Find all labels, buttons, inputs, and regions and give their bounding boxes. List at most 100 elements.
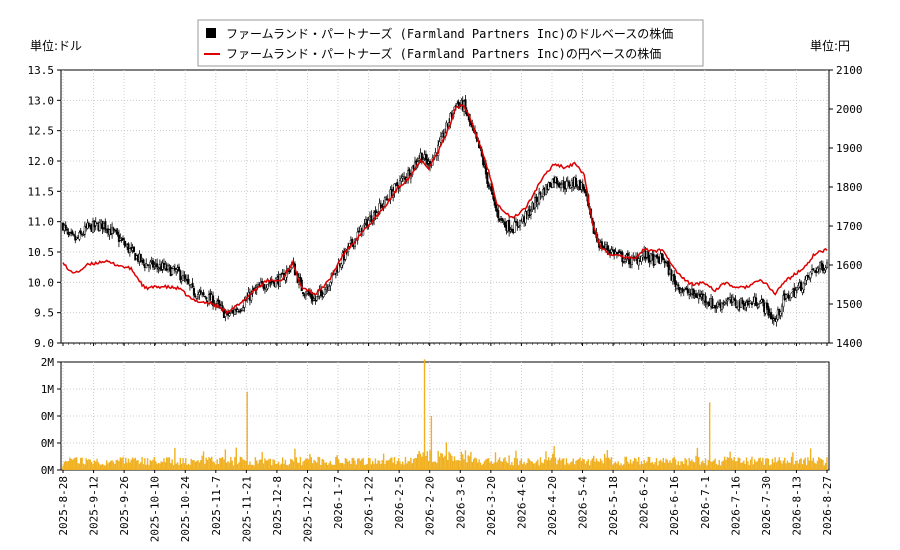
- volume-bar: [206, 459, 209, 470]
- volume-bar: [670, 462, 673, 470]
- volume-bar: [438, 456, 441, 470]
- volume-bar: [313, 459, 315, 470]
- volume-bar: [105, 460, 108, 470]
- candle-body: [692, 288, 695, 296]
- volume-bar: [733, 457, 735, 470]
- volume-bar: [741, 462, 744, 470]
- volume-bar: [291, 459, 293, 470]
- volume-bar: [146, 458, 149, 470]
- volume-bar: [680, 461, 682, 470]
- volume-bar: [363, 465, 366, 470]
- date-tick-label: 2025-8-28: [57, 476, 70, 536]
- volume-bar: [569, 462, 572, 470]
- volume-bar: [531, 461, 534, 470]
- candle-body: [497, 210, 500, 219]
- candle-body: [513, 221, 516, 233]
- volume-bar: [411, 463, 413, 470]
- volume-bar: [412, 458, 415, 470]
- volume-bar: [674, 459, 677, 470]
- candle-body: [83, 226, 86, 235]
- price-tick-label: 12.5: [28, 125, 55, 138]
- volume-bar: [676, 464, 678, 470]
- volume-bar: [115, 460, 117, 470]
- volume-bar: [588, 465, 591, 470]
- date-tick-label: 2026-1-7: [332, 476, 345, 529]
- volume-bar: [296, 462, 299, 470]
- candle-body: [670, 269, 673, 281]
- volume-bar: [120, 458, 123, 470]
- candle-body: [179, 270, 182, 281]
- volume-bar: [583, 459, 585, 470]
- volume-bar: [793, 464, 795, 470]
- volume-bar: [550, 457, 553, 470]
- volume-bar: [755, 461, 757, 470]
- volume-bar: [358, 458, 360, 470]
- volume-bar: [820, 459, 823, 470]
- volume-bar: [744, 463, 746, 470]
- volume-bar: [318, 457, 321, 470]
- volume-bar: [85, 458, 87, 470]
- volume-bar: [663, 462, 666, 470]
- volume-bar: [526, 463, 528, 470]
- volume-bar: [316, 462, 318, 470]
- volume-bar: [165, 457, 168, 470]
- volume-bar: [524, 464, 527, 470]
- volume-bar: [320, 465, 322, 470]
- volume-bar: [346, 458, 348, 470]
- volume-bar: [575, 460, 577, 470]
- volume-bar: [88, 459, 90, 470]
- volume-bar: [759, 457, 761, 470]
- volume-bar: [753, 459, 756, 470]
- candle-body: [805, 275, 808, 281]
- candle-body: [682, 290, 685, 292]
- candle-body: [177, 266, 181, 272]
- volume-bar: [449, 453, 452, 470]
- volume-bar: [650, 462, 652, 470]
- volume-bar: [579, 457, 581, 470]
- candle-body: [198, 292, 201, 295]
- candle-body: [662, 257, 665, 261]
- volume-bar: [460, 451, 463, 470]
- volume-bar: [562, 458, 565, 470]
- candle-body: [637, 258, 640, 266]
- volume-bar: [723, 456, 726, 470]
- volume-bar: [429, 450, 431, 470]
- volume-bar: [212, 461, 214, 470]
- volume-bar: [640, 461, 643, 470]
- volume-bar: [749, 459, 752, 470]
- candle-body: [250, 291, 253, 301]
- volume-bar: [677, 461, 679, 470]
- candle-body: [381, 204, 384, 208]
- volume-bar: [785, 463, 787, 470]
- volume-bar: [230, 456, 232, 470]
- volume-bar: [408, 461, 411, 470]
- volume-bar: [440, 452, 442, 470]
- volume-bar: [407, 460, 409, 470]
- volume-bar: [719, 465, 722, 470]
- volume-bar: [653, 464, 655, 470]
- candle-body: [205, 297, 208, 300]
- volume-bar: [302, 461, 304, 470]
- candle-body: [183, 275, 186, 279]
- volume-bar: [167, 457, 169, 470]
- volume-bar: [232, 465, 235, 470]
- volume-bar: [522, 463, 524, 470]
- candle-body: [132, 246, 135, 253]
- volume-bar: [610, 457, 613, 470]
- volume-bar: [123, 463, 126, 470]
- date-tick-label: 2026-8-13: [790, 476, 803, 536]
- volume-bar: [451, 455, 453, 470]
- candle-body: [780, 305, 784, 314]
- volume-bar: [340, 463, 343, 470]
- candle-body: [686, 289, 689, 294]
- candle-body: [675, 284, 678, 289]
- candle-body: [767, 306, 770, 316]
- volume-bar: [155, 461, 157, 470]
- candle-body: [775, 318, 778, 322]
- volume-bar: [97, 462, 100, 470]
- volume-bar: [427, 460, 430, 470]
- volume-bar: [77, 463, 79, 470]
- volume-bar: [725, 459, 727, 470]
- volume-bar: [519, 460, 521, 470]
- volume-tick-label: 2M: [41, 356, 55, 369]
